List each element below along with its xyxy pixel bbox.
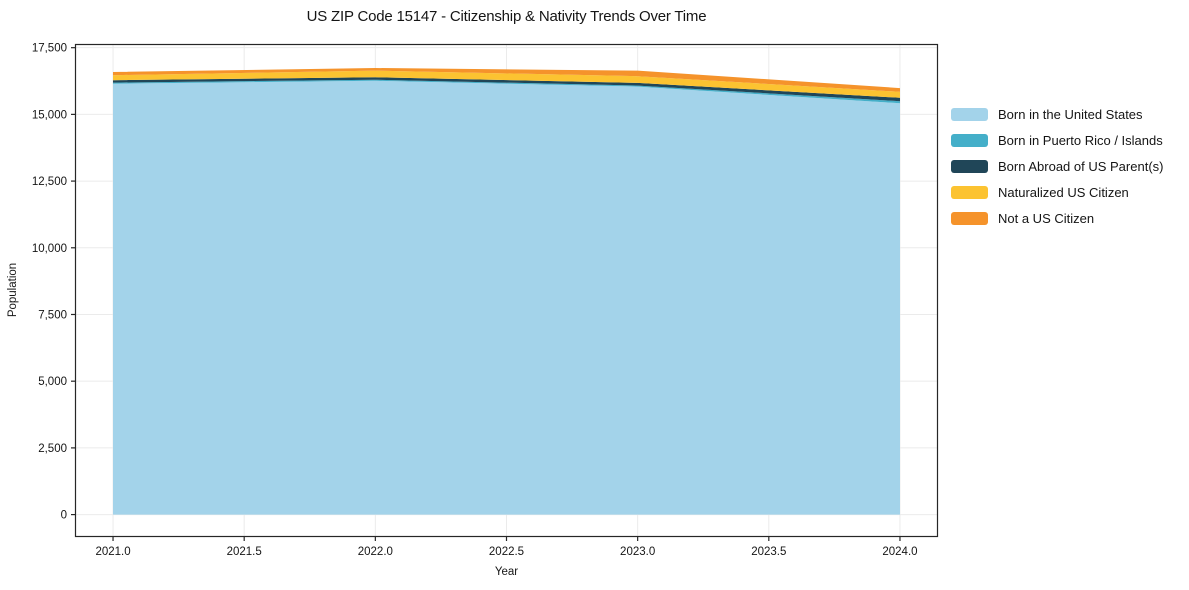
legend-label: Born Abroad of US Parent(s) (998, 158, 1164, 174)
legend-label: Born in the United States (998, 106, 1143, 122)
legend-item: Born Abroad of US Parent(s) (951, 153, 1163, 179)
area-series (113, 79, 900, 104)
legend-swatch (951, 159, 988, 173)
legend-label: Naturalized US Citizen (998, 184, 1129, 200)
area-series (113, 80, 900, 515)
y-tick-label: 7,500 (38, 309, 67, 321)
area-series (113, 68, 900, 92)
legend-item: Born in the United States (951, 101, 1163, 127)
plot-border (74, 43, 939, 538)
legend-label: Born in Puerto Rico / Islands (998, 132, 1163, 148)
area-series (113, 77, 900, 102)
legend-label: Not a US Citizen (998, 210, 1095, 226)
legend-swatch (951, 185, 988, 199)
x-tick-label: 2024.0 (882, 546, 917, 558)
legend: Born in the United States Born in Puerto … (951, 101, 1163, 231)
x-tick-label: 2022.5 (489, 546, 524, 558)
legend-swatch (951, 107, 988, 121)
legend-swatch (951, 133, 988, 147)
x-tick-label: 2021.0 (95, 546, 130, 558)
y-tick-label: 17,500 (32, 43, 67, 55)
x-tick-label: 2022.0 (358, 546, 393, 558)
y-tick-label: 12,500 (32, 176, 67, 188)
legend-swatch (951, 211, 988, 225)
legend-item: Naturalized US Citizen (951, 179, 1163, 205)
chart-title: US ZIP Code 15147 - Citizenship & Nativi… (306, 8, 707, 25)
area-series (113, 70, 900, 98)
legend-item: Born in Puerto Rico / Islands (951, 127, 1163, 153)
y-tick-label: 2,500 (38, 443, 67, 455)
x-tick-label: 2023.5 (751, 546, 786, 558)
y-tick-label: 0 (61, 510, 67, 522)
y-tick-label: 5,000 (38, 376, 67, 388)
y-axis-label: Population (7, 262, 19, 318)
x-axis-label: Year (494, 566, 519, 578)
y-tick-label: 15,000 (32, 109, 67, 121)
x-tick-label: 2021.5 (227, 546, 262, 558)
y-tick-label: 10,000 (32, 243, 67, 255)
legend-item: Not a US Citizen (951, 205, 1163, 231)
x-tick-label: 2023.0 (620, 546, 655, 558)
